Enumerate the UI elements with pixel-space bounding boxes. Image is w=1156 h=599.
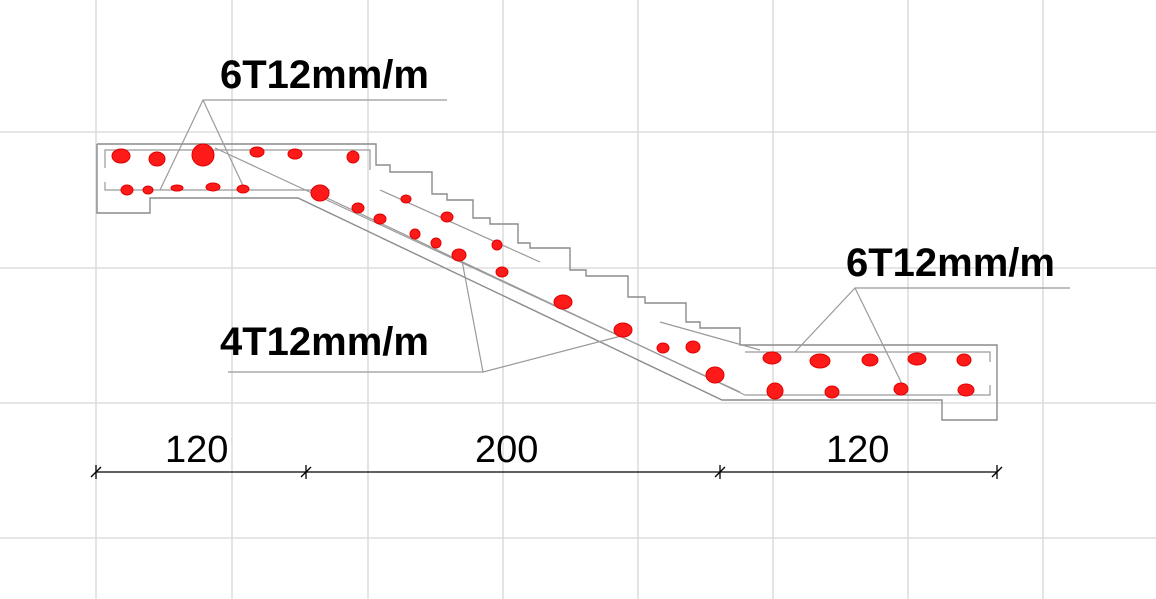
dimension-left: 120 bbox=[165, 429, 228, 471]
rebar-dot bbox=[809, 353, 831, 369]
rebar-dot bbox=[373, 213, 387, 225]
rebar-dot bbox=[191, 143, 215, 167]
dimension-right: 120 bbox=[826, 429, 889, 471]
rebar-dot bbox=[351, 202, 365, 214]
rebar-dot bbox=[766, 382, 784, 400]
rebar-dot bbox=[111, 148, 131, 164]
rebar-dot bbox=[142, 185, 154, 195]
rebar-dot bbox=[148, 151, 166, 167]
dimension-line bbox=[90, 465, 1003, 479]
stair-outline bbox=[96, 143, 998, 421]
rebar-dot bbox=[495, 266, 509, 278]
rebar-dot bbox=[310, 184, 330, 202]
rebar-dot bbox=[430, 237, 442, 249]
rebar-dot bbox=[956, 353, 972, 367]
rebar-dot bbox=[170, 184, 184, 192]
rebar-dot bbox=[120, 184, 134, 196]
leader-top-left bbox=[159, 99, 447, 191]
rebar-label-inclined: 4T12mm/m bbox=[220, 320, 429, 364]
rebar-dot bbox=[893, 382, 909, 396]
rebar-dot bbox=[907, 352, 927, 366]
rebar-dot bbox=[957, 383, 975, 397]
leader-inclined bbox=[228, 249, 626, 373]
inclined-bar-mid bbox=[214, 147, 741, 393]
rebar-dot bbox=[409, 228, 421, 240]
leader-right bbox=[794, 287, 1070, 391]
rebar-label-right: 6T12mm/m bbox=[846, 241, 1055, 285]
rebar-dot bbox=[287, 148, 303, 160]
top-bar-left bbox=[104, 149, 371, 170]
rebar-label-top-left: 6T12mm/m bbox=[220, 53, 429, 97]
rebar-dot bbox=[346, 150, 360, 164]
rebar-dot bbox=[824, 385, 840, 399]
rebar-dot bbox=[553, 294, 573, 310]
rebar-dot bbox=[491, 239, 503, 251]
inclined-bar-top-2 bbox=[659, 321, 761, 351]
rebar-dots bbox=[111, 143, 975, 400]
rebar-dot bbox=[249, 146, 265, 158]
top-bar-right bbox=[745, 351, 991, 362]
rebar-dot bbox=[236, 184, 250, 194]
rebar-dot bbox=[400, 194, 412, 204]
rebar-dot bbox=[705, 366, 725, 384]
rebar-dot bbox=[451, 248, 467, 262]
rebar-dot bbox=[685, 340, 701, 354]
rebar-dot bbox=[656, 342, 670, 354]
bottom-bar-left bbox=[104, 182, 330, 191]
rebar-dot bbox=[613, 322, 633, 338]
rebar-dot bbox=[861, 353, 879, 367]
rebar-dot bbox=[205, 182, 221, 192]
rebar-dot bbox=[762, 351, 782, 365]
dimension-middle: 200 bbox=[475, 429, 538, 471]
rebar-dot bbox=[440, 211, 454, 223]
